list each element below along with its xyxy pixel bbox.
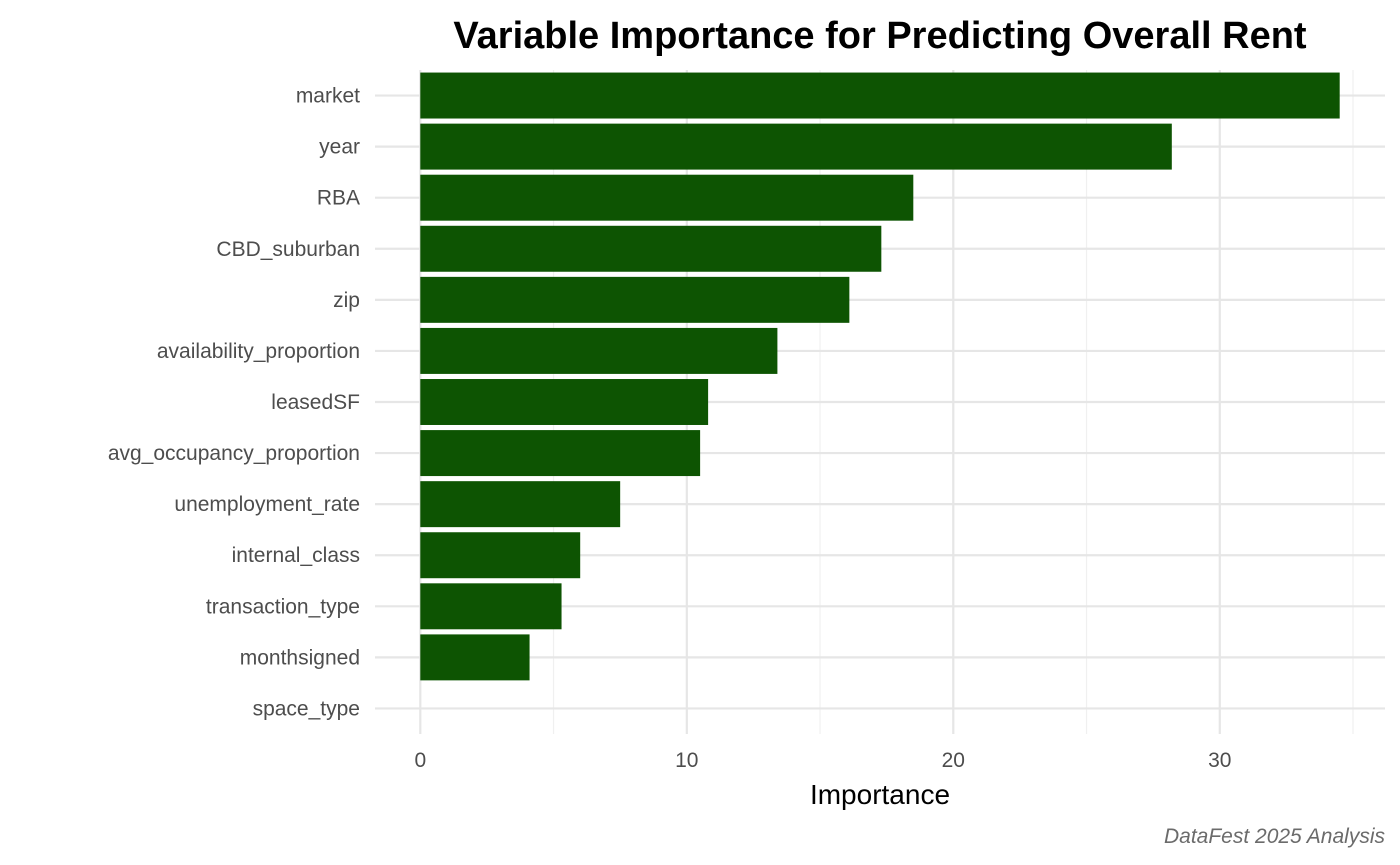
category-label: unemployment_rate <box>174 493 360 516</box>
bar-CBD_suburban <box>420 225 882 272</box>
bar-unemployment_rate <box>420 481 621 528</box>
bar-availability_proportion <box>420 327 778 374</box>
x-tick-label: 0 <box>414 749 426 772</box>
category-label: space_type <box>253 697 360 720</box>
bar-internal_class <box>420 532 581 579</box>
bar-market <box>420 72 1340 119</box>
bar-monthsigned <box>420 634 530 681</box>
category-label: availability_proportion <box>157 340 360 363</box>
category-label: transaction_type <box>206 595 360 618</box>
x-tick-label: 30 <box>1208 749 1231 772</box>
category-label: RBA <box>317 187 360 210</box>
category-label: leasedSF <box>271 391 360 414</box>
bar-year <box>420 123 1172 170</box>
bar-RBA <box>420 174 914 221</box>
bar-avg_occupancy_proportion <box>420 430 701 477</box>
category-label: zip <box>333 289 360 312</box>
chart-caption: DataFest 2025 Analysis <box>1164 825 1386 848</box>
category-label: CBD_suburban <box>216 238 360 261</box>
category-label: market <box>296 85 360 108</box>
x-axis-ticks: 0 10 20 30 <box>414 749 1231 772</box>
category-label: monthsigned <box>240 646 360 669</box>
category-label: year <box>319 136 360 159</box>
x-tick-label: 20 <box>942 749 965 772</box>
x-axis-title: Importance <box>810 779 950 810</box>
bars-layer <box>420 72 1340 681</box>
chart-title: Variable Importance for Predicting Overa… <box>453 15 1306 57</box>
category-label: internal_class <box>232 544 360 567</box>
bar-transaction_type <box>420 583 562 630</box>
category-label: avg_occupancy_proportion <box>108 442 360 465</box>
bar-zip <box>420 276 850 323</box>
bar-leasedSF <box>420 379 709 425</box>
x-tick-label: 10 <box>675 749 698 772</box>
